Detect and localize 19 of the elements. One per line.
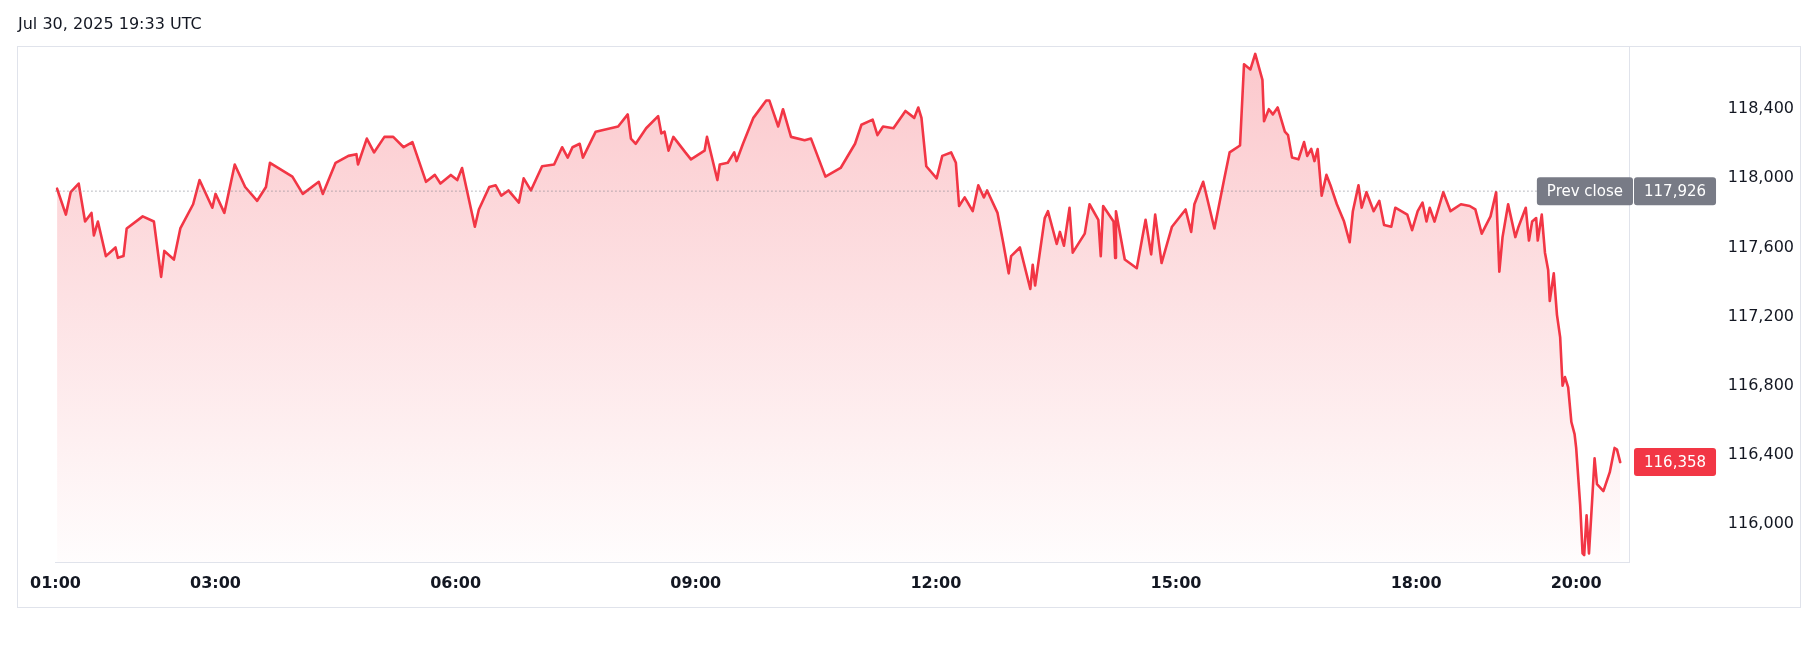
x-tick-label: 15:00: [1150, 572, 1202, 592]
y-tick-label: 117,200: [1727, 305, 1794, 325]
ref-line-label: Prev close: [1546, 182, 1624, 201]
chart-title: Jul 30, 2025 19:33 UTC: [18, 14, 202, 33]
x-tick-label: 01:00: [30, 572, 81, 592]
y-tick-label: 116,400: [1727, 444, 1794, 464]
y-tick-label: 117,600: [1727, 236, 1794, 256]
x-tick-label: 20:00: [1550, 572, 1602, 592]
x-tick-label: 12:00: [910, 572, 962, 592]
x-tick-label: 06:00: [430, 572, 482, 592]
x-tick-label: 18:00: [1390, 572, 1442, 592]
y-tick-label: 118,000: [1727, 167, 1794, 187]
y-tick-label: 118,400: [1727, 98, 1794, 118]
text: 117,926: [1644, 182, 1707, 201]
data-label: 116,358: [1644, 453, 1707, 471]
x-tick-label: 09:00: [670, 572, 722, 592]
x-tick-label: 03:00: [190, 572, 242, 592]
y-tick-label: 116,800: [1727, 374, 1794, 394]
y-tick-label: 116,000: [1727, 513, 1794, 533]
